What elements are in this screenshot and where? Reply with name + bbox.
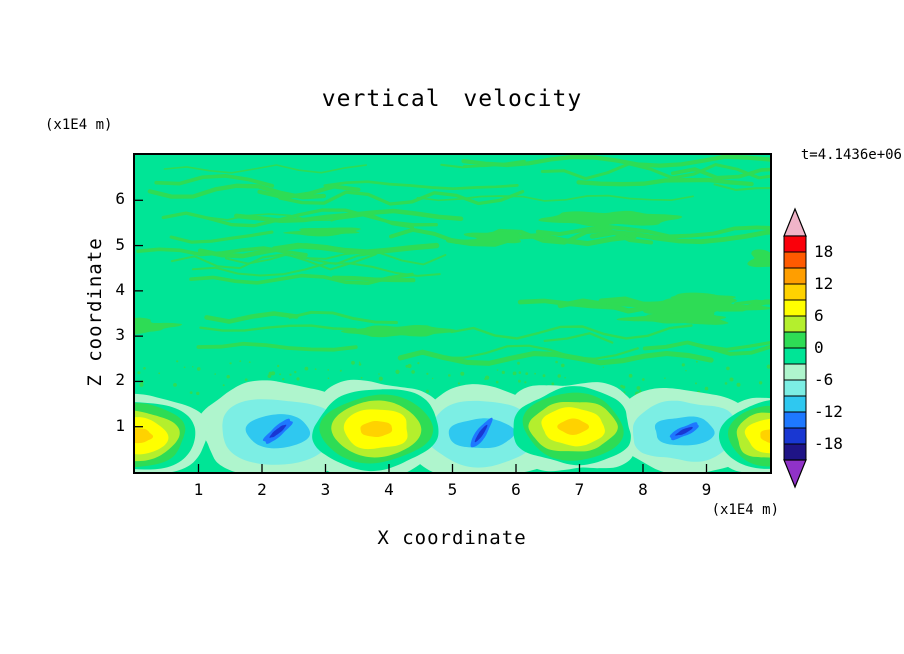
colorbar-tick-label: -18 [814, 434, 843, 453]
colorbar-tick-label: 12 [814, 274, 834, 293]
colorbar-tick-label: 0 [814, 338, 824, 357]
updraft-cell [718, 400, 770, 469]
x-tick-label: 8 [638, 480, 648, 499]
x-tick-label: 6 [511, 480, 521, 499]
y-tick-label: 3 [115, 325, 125, 345]
updraft-cell [312, 389, 439, 472]
x-tick-label: 3 [320, 480, 331, 499]
colorbar-bands [783, 235, 807, 461]
colorbar-tick-label: -12 [814, 402, 843, 421]
contour-field-canvas [135, 155, 770, 472]
colorbar-over-arrow [783, 207, 807, 237]
x-tick-label: 7 [574, 480, 585, 499]
updraft-cell [513, 386, 631, 466]
y-tick-label: 5 [115, 234, 125, 254]
axis-ticks [135, 199, 708, 472]
turbulence-streaks [135, 155, 770, 366]
colorbar-under-arrow [783, 459, 807, 489]
x-axis-unit-label: (x1E4 m) [711, 502, 779, 518]
y-tick-label: 6 [115, 189, 125, 209]
x-axis-title: X coordinate [377, 527, 527, 549]
downdraft-cell [426, 400, 535, 468]
downdraft-cell [632, 400, 736, 462]
x-tick-label: 5 [447, 480, 458, 499]
x-tick-label: 9 [701, 480, 712, 499]
downdraft-cell [222, 399, 338, 465]
y-tick-label: 2 [115, 370, 125, 390]
y-tick-label: 4 [115, 279, 125, 299]
colorbar [781, 207, 851, 489]
y-axis-title: Z coordinate [84, 237, 106, 387]
y-axis-unit-label: (x1E4 m) [45, 117, 113, 133]
colorbar-tick-label: 18 [814, 242, 834, 261]
x-tick-label: 2 [257, 480, 267, 499]
y-tick-label: 1 [115, 415, 125, 435]
colorbar-canvas [783, 207, 807, 489]
plot-area [133, 153, 772, 474]
chart-title: vertical velocity [321, 86, 583, 112]
colorbar-tick-label: 6 [814, 306, 824, 325]
x-tick-label: 4 [384, 480, 394, 499]
x-tick-label: 1 [193, 480, 204, 499]
updraft-cell [135, 402, 196, 470]
colorbar-tick-label: -6 [814, 370, 834, 389]
time-annotation: t=4.1436e+06 [800, 147, 902, 163]
